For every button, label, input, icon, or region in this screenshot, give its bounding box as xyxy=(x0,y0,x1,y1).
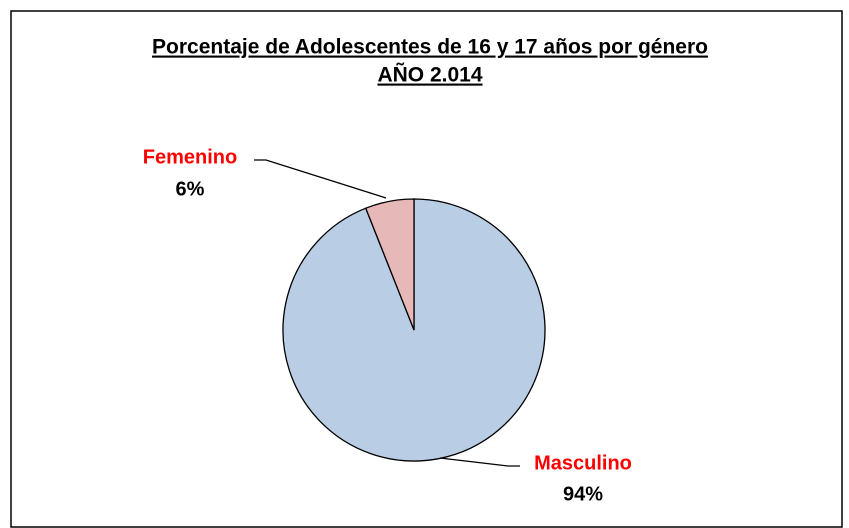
chart-title: Porcentaje de Adolescentes de 16 y 17 añ… xyxy=(152,36,708,59)
leader-line xyxy=(254,159,387,199)
category-label: Femenino xyxy=(143,146,237,168)
pie-slice xyxy=(364,198,415,331)
chart-subtitle: AÑO 2.014 xyxy=(377,64,482,87)
value-label: 94% xyxy=(563,483,603,505)
category-label: Masculino xyxy=(534,452,632,474)
leader-line xyxy=(439,457,520,467)
value-label: 6% xyxy=(176,178,205,200)
